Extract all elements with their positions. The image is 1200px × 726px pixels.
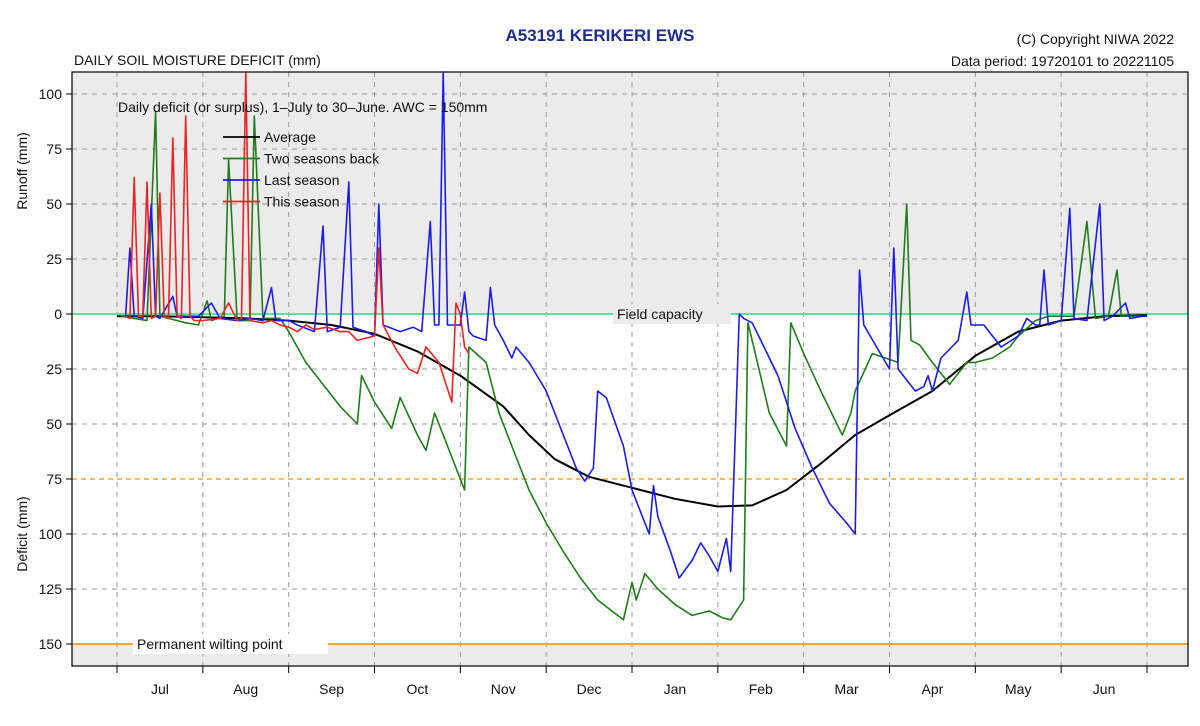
chart-title: A53191 KERIKERI EWS xyxy=(505,26,695,45)
y-tick-label: 25 xyxy=(46,361,62,377)
x-tick-label: Sep xyxy=(319,681,344,697)
copyright-notice: (C) Copyright NIWA 2022 xyxy=(1016,31,1174,47)
data-period: Data period: 19720101 to 20221105 xyxy=(950,53,1174,69)
y-tick-label: 100 xyxy=(39,86,63,102)
x-tick-label: Jan xyxy=(664,681,687,697)
series-last-season xyxy=(124,71,1147,579)
x-tick-label: Apr xyxy=(922,681,944,697)
series-lines: Field capacity xyxy=(117,71,1148,621)
x-tick-label: Oct xyxy=(407,681,429,697)
y-tick-label: 75 xyxy=(46,471,62,487)
y-axis-title-deficit: Deficit (mm) xyxy=(14,496,30,571)
y-tick-label: 0 xyxy=(54,306,62,322)
axes: 100 75 50 25 0 25 50 75 100 125 150 Jul Aug Sep Oct Nov… xyxy=(14,71,1189,697)
legend-label: Average xyxy=(264,129,316,145)
wilting-point-label: Permanent wilting point xyxy=(137,636,283,652)
y-tick-label: 150 xyxy=(39,636,63,652)
reference-label-bg xyxy=(613,304,731,324)
y-tick-label: 25 xyxy=(46,251,62,267)
x-tick-label: Aug xyxy=(233,681,258,697)
x-tick-label: Mar xyxy=(835,681,859,697)
legend-label: Last season xyxy=(264,172,340,188)
y-axis-title-runoff: Runoff (mm) xyxy=(14,132,30,210)
field-capacity-label: Field capacity xyxy=(617,306,703,322)
legend-label: Two seasons back xyxy=(264,151,380,167)
reference-label-bg xyxy=(133,634,328,654)
legend: Daily deficit (or surplus), 1–July to 30… xyxy=(118,99,487,210)
x-tick-label: Jul xyxy=(151,681,169,697)
legend-label: This season xyxy=(264,194,339,210)
x-tick-label: May xyxy=(1005,681,1031,697)
x-tick-label: Jun xyxy=(1093,681,1116,697)
y-tick-label: 50 xyxy=(46,416,62,432)
x-tick-label: Nov xyxy=(491,681,516,697)
x-tick-label: Feb xyxy=(749,681,773,697)
y-tick-label: 75 xyxy=(46,141,62,157)
y-tick-label: 125 xyxy=(39,581,63,597)
below-wilting-zone xyxy=(72,644,1188,666)
series-two-seasons-back xyxy=(121,110,1147,621)
chart-subtitle: DAILY SOIL MOISTURE DEFICIT (mm) xyxy=(74,52,321,68)
y-tick-label: 100 xyxy=(39,526,63,542)
series-this-season xyxy=(125,71,470,403)
x-tick-label: Dec xyxy=(577,681,602,697)
y-tick-label: 50 xyxy=(46,196,62,212)
legend-title: Daily deficit (or surplus), 1–July to 30… xyxy=(118,99,487,115)
